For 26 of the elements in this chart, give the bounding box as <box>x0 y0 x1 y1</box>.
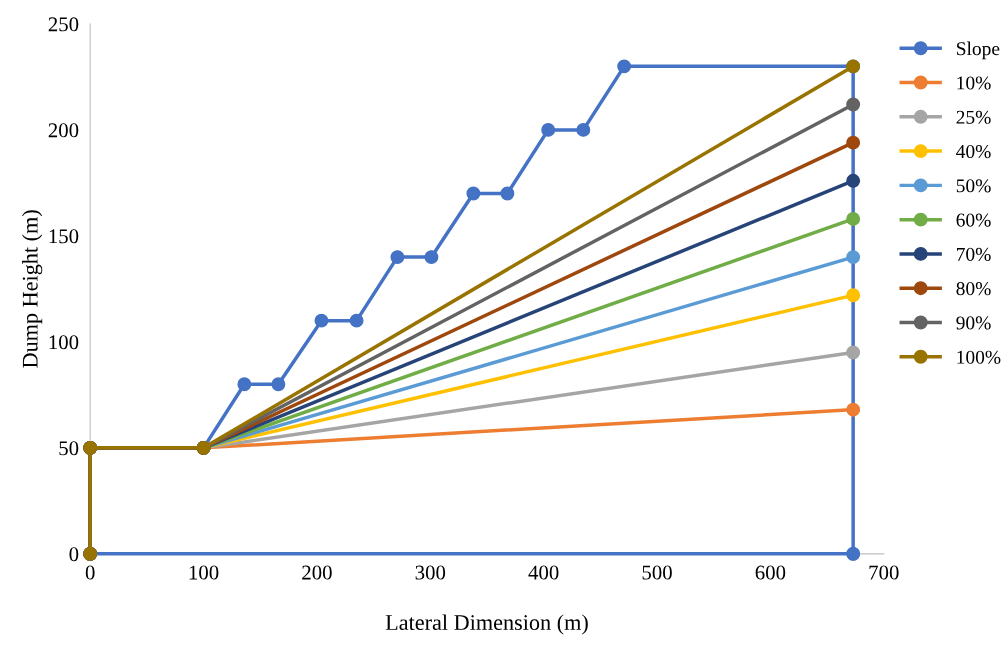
x-tick-label: 700 <box>869 565 899 580</box>
y-tick-label: 150 <box>49 229 79 244</box>
x-tick-label: 400 <box>528 565 559 580</box>
x-tick-label: 300 <box>415 565 446 580</box>
y-tick-label: 50 <box>59 441 79 456</box>
x-tick-label: 600 <box>755 565 786 580</box>
legend-label: 90% <box>956 316 991 330</box>
x-axis-title: Lateral Dimension (m) <box>385 614 588 635</box>
y-tick-label: 100 <box>49 335 79 350</box>
y-tick-label: 250 <box>48 17 79 32</box>
y-axis-title: Dump Height (m) <box>22 210 43 368</box>
y-tick-label: 0 <box>69 547 79 562</box>
legend-label: 80% <box>956 282 991 296</box>
x-tick-label: 200 <box>302 565 332 580</box>
legend-label: 70% <box>956 247 991 261</box>
x-tick-label: 100 <box>189 565 219 580</box>
legend-label: 10% <box>957 76 991 90</box>
legend-label: 60% <box>956 213 991 227</box>
legend-label: 25% <box>956 110 991 124</box>
legend-label: Slope <box>957 41 1000 60</box>
y-tick-label: 200 <box>48 123 79 138</box>
x-tick-label: 500 <box>642 565 672 580</box>
legend-label: 100% <box>957 350 1001 364</box>
legend-label: 50% <box>956 179 991 193</box>
legend-label: 40% <box>956 144 991 159</box>
x-tick-label: 0 <box>85 565 95 580</box>
